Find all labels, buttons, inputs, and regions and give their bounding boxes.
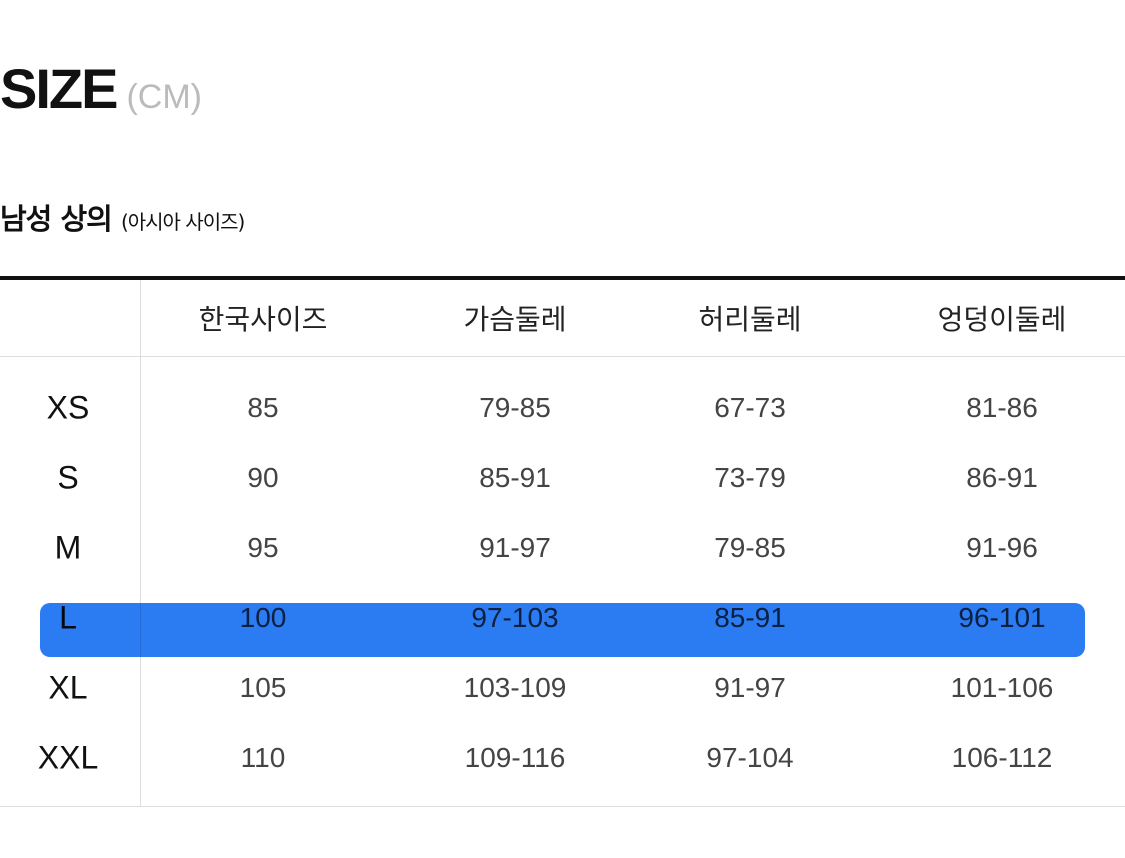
table-cell: 95 bbox=[247, 532, 279, 563]
row-highlight-marker bbox=[40, 603, 1085, 657]
size-label: M bbox=[54, 529, 82, 566]
table-cell: 97-104 bbox=[706, 742, 794, 773]
table-cell: 105 bbox=[239, 672, 287, 703]
size-label: XXL bbox=[37, 739, 99, 776]
table-cell: 79-85 bbox=[714, 532, 786, 563]
size-column-divider bbox=[140, 280, 141, 806]
table-cell: 73-79 bbox=[714, 462, 786, 493]
table-cell: 91-97 bbox=[479, 532, 551, 563]
unit-label: (CM) bbox=[126, 78, 202, 116]
table-cell: 86-91 bbox=[966, 462, 1038, 493]
table-cell: 81-86 bbox=[966, 392, 1038, 423]
column-header: 가슴둘레 bbox=[463, 303, 567, 336]
table-cell: 109-116 bbox=[464, 742, 566, 773]
page-title: SIZE (CM) bbox=[0, 56, 202, 121]
header-divider bbox=[0, 356, 1125, 357]
section-title: 남성 상의 (아시아 사이즈) bbox=[0, 196, 245, 238]
column-header: 엉덩이둘레 bbox=[937, 303, 1067, 336]
table-cell: 79-85 bbox=[479, 392, 551, 423]
table-cell: 106-112 bbox=[951, 742, 1053, 773]
size-label: XS bbox=[46, 389, 90, 426]
column-header: 허리둘레 bbox=[698, 303, 802, 336]
table-cell: 101-106 bbox=[950, 672, 1054, 703]
table-cell: 91-97 bbox=[714, 672, 786, 703]
size-label: S bbox=[57, 459, 79, 496]
section-title-text: 남성 상의 bbox=[0, 202, 113, 236]
table-cell: 91-96 bbox=[966, 532, 1038, 563]
column-header: 한국사이즈 bbox=[198, 303, 328, 336]
table-cell: 103-109 bbox=[463, 672, 567, 703]
section-note: (아시아 사이즈) bbox=[120, 210, 245, 234]
table-cell: 90 bbox=[247, 462, 279, 493]
table-top-border bbox=[0, 276, 1125, 280]
table-cell: 110 bbox=[240, 742, 286, 773]
size-label: XL bbox=[48, 669, 88, 706]
table-bottom-border bbox=[0, 806, 1125, 807]
title-text: SIZE bbox=[0, 57, 118, 120]
table-cell: 85 bbox=[247, 392, 279, 423]
table-cell: 85-91 bbox=[479, 462, 551, 493]
table-cell: 67-73 bbox=[714, 392, 786, 423]
